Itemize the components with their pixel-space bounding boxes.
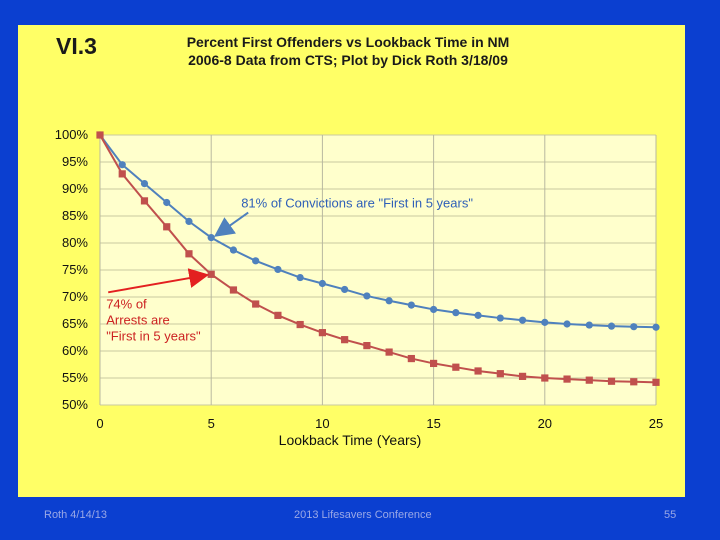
data-point-arrests	[140, 197, 149, 205]
annotation-arrests-line: "First in 5 years"	[106, 328, 201, 343]
data-point-convictions	[140, 180, 149, 188]
data-point-arrests	[207, 270, 215, 278]
chart-title-block: Percent First Offenders vs Lookback Time…	[168, 33, 528, 69]
data-point-arrests	[407, 354, 415, 363]
data-point-convictions	[274, 265, 282, 274]
data-point-convictions	[630, 323, 638, 331]
y-tick-label: 80%	[62, 235, 88, 250]
data-point-arrests	[474, 367, 482, 375]
data-point-convictions	[474, 311, 482, 319]
data-point-convictions	[518, 316, 527, 324]
chart-title: Percent First Offenders vs Lookback Time…	[186, 34, 510, 50]
data-point-convictions	[430, 305, 438, 314]
footer-conference: 2013 Lifesavers Conference	[294, 509, 432, 521]
data-point-arrests	[518, 372, 527, 380]
x-tick-label: 20	[538, 416, 552, 431]
annotation-arrow-convictions	[213, 211, 249, 237]
data-point-arrests	[185, 250, 193, 258]
data-point-arrests	[296, 320, 304, 329]
y-tick-label: 75%	[62, 262, 88, 277]
x-tick-label: 15	[426, 416, 440, 431]
footer-page-number: 55	[664, 509, 677, 521]
chart-subtitle: 2006-8 Data from CTS; Plot by Dick Roth …	[188, 52, 508, 68]
series-line-arrests	[99, 134, 657, 384]
y-tick-label: 55%	[62, 370, 88, 385]
slide-label: VI.3	[56, 33, 97, 59]
annotation-arrests-line: Arrests are	[106, 312, 170, 327]
x-tick-label: 5	[208, 416, 215, 431]
data-point-arrests	[652, 378, 660, 386]
data-point-arrests	[430, 359, 438, 368]
footer-author-date: Roth 4/14/13	[44, 509, 107, 521]
x-tick-label: 10	[315, 416, 329, 431]
data-point-convictions	[652, 323, 660, 331]
data-point-convictions	[607, 322, 616, 330]
x-tick-label: 0	[96, 416, 103, 431]
data-point-arrests	[274, 311, 282, 319]
data-point-convictions	[318, 279, 326, 288]
y-tick-label: 95%	[62, 154, 88, 169]
data-point-convictions	[185, 217, 193, 225]
data-point-arrests	[318, 329, 326, 337]
data-point-convictions	[385, 297, 393, 305]
x-tick-label: 25	[649, 416, 663, 431]
data-point-convictions	[341, 285, 349, 294]
data-point-convictions	[229, 246, 238, 254]
data-point-arrests	[118, 170, 126, 178]
annotation-arrow-arrests	[108, 268, 210, 294]
data-point-convictions	[585, 321, 593, 329]
data-point-arrests	[229, 286, 238, 294]
data-point-arrests	[541, 374, 549, 382]
data-point-convictions	[407, 301, 415, 309]
annotation-convictions: 81% of Convictions are "First in 5 years…	[241, 196, 473, 211]
data-point-convictions	[541, 318, 549, 326]
data-point-convictions	[296, 273, 304, 282]
data-point-convictions	[363, 292, 371, 300]
data-point-arrests	[96, 131, 104, 139]
data-point-arrests	[341, 336, 349, 344]
x-axis-label: Lookback Time (Years)	[279, 432, 422, 448]
y-tick-label: 90%	[62, 181, 88, 196]
data-point-arrests	[252, 300, 260, 308]
data-point-convictions	[207, 234, 215, 242]
y-tick-label: 65%	[62, 316, 88, 331]
data-point-arrests	[452, 363, 460, 371]
data-point-convictions	[252, 257, 260, 265]
data-point-arrests	[563, 375, 571, 383]
data-point-convictions	[118, 161, 126, 169]
data-point-convictions	[452, 309, 460, 317]
series-line-convictions	[99, 134, 657, 329]
data-point-arrests	[630, 378, 638, 386]
y-tick-label: 100%	[55, 127, 89, 142]
data-point-arrests	[585, 376, 593, 384]
data-point-convictions	[163, 198, 171, 207]
data-point-arrests	[163, 223, 171, 231]
y-tick-label: 50%	[62, 397, 88, 412]
data-point-arrests	[363, 342, 371, 350]
data-point-convictions	[496, 314, 504, 322]
annotation-arrests-line: 74% of	[106, 296, 147, 311]
line-chart: 50% 55% 60% 65% 70% 75% 80% 85% 90% 95% 100% 0 5 10 15…	[55, 127, 663, 448]
y-tick-label: 70%	[62, 289, 88, 304]
data-point-arrests	[385, 348, 393, 356]
data-point-arrests	[496, 370, 504, 378]
y-tick-label: 85%	[62, 208, 88, 223]
data-point-convictions	[563, 320, 571, 328]
slide-panel: VI.3 Percent First Offenders vs Lookback…	[18, 25, 685, 497]
data-point-arrests	[607, 377, 616, 385]
y-tick-label: 60%	[62, 343, 88, 358]
